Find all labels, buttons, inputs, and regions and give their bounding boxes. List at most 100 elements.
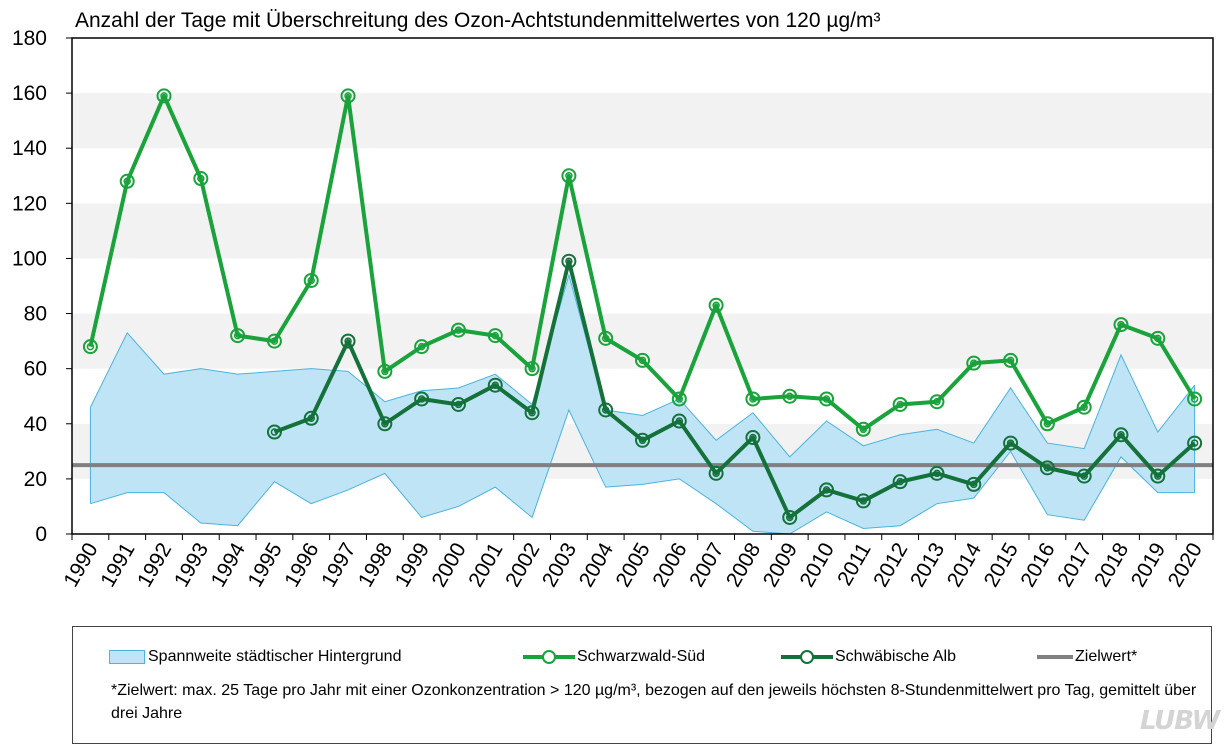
point-alb — [1150, 468, 1166, 484]
point-inner-alb — [1190, 439, 1199, 447]
point-inner-schwarzwald — [417, 342, 426, 351]
point-schwarzwald — [414, 339, 430, 355]
point-inner-alb — [381, 420, 389, 428]
point-schwarzwald — [929, 394, 945, 410]
chart-title: Anzahl der Tage mit Überschreitung des O… — [75, 9, 880, 32]
point-inner-alb — [1006, 439, 1015, 447]
point-inner-alb — [822, 486, 831, 494]
point-alb — [377, 416, 393, 432]
point-schwarzwald — [819, 391, 835, 407]
y-tick-label: 40 — [24, 413, 47, 436]
point-inner-schwarzwald — [1080, 403, 1088, 411]
point-inner-alb — [896, 477, 904, 486]
point-schwarzwald — [708, 297, 724, 313]
point-inner-schwarzwald — [859, 425, 868, 434]
point-alb — [1003, 435, 1019, 451]
point-alb — [819, 482, 835, 498]
point-inner-schwarzwald — [933, 397, 941, 406]
point-schwarzwald — [487, 328, 503, 344]
point-alb — [450, 396, 466, 412]
point-schwarzwald — [1003, 352, 1019, 368]
x-tick-label: 2017 — [1053, 539, 1096, 591]
y-tick-label: 180 — [12, 27, 47, 50]
point-schwarzwald — [855, 421, 871, 437]
legend-target-label: Zielwert* — [1075, 648, 1138, 665]
point-schwarzwald — [377, 363, 393, 379]
point-inner-schwarzwald — [454, 326, 463, 334]
point-inner-schwarzwald — [1190, 395, 1199, 403]
point-inner-schwarzwald — [1006, 356, 1015, 365]
point-inner-alb — [344, 337, 352, 345]
point-schwarzwald — [635, 352, 650, 368]
x-tick-label: 2004 — [575, 539, 618, 591]
point-alb — [708, 465, 724, 481]
point-schwarzwald — [450, 322, 466, 338]
x-tick-label: 1991 — [96, 539, 139, 591]
grid-band — [72, 258, 1213, 314]
point-schwarzwald — [1150, 330, 1166, 346]
legend-band-label: Spannweite städtischer Hintergrund — [148, 648, 402, 665]
grid-band — [72, 93, 1213, 149]
y-tick-label: 0 — [35, 523, 47, 546]
x-tick-label: 1990 — [59, 539, 102, 591]
y-tick-label: 120 — [12, 192, 47, 215]
point-alb — [745, 430, 761, 446]
x-tick-label: 2012 — [869, 539, 912, 591]
y-tick-label: 160 — [12, 82, 47, 105]
footnote: *Zielwert: max. 25 Tage pro Jahr mit ein… — [111, 682, 1197, 722]
point-inner-alb — [1117, 431, 1125, 439]
range-band — [90, 274, 1195, 534]
point-alb — [782, 509, 798, 525]
x-tick-label: 1998 — [354, 539, 397, 591]
point-inner-schwarzwald — [822, 395, 831, 403]
x-tick-label: 2014 — [943, 539, 986, 591]
point-schwarzwald — [1076, 399, 1092, 415]
point-inner-alb — [417, 395, 426, 403]
point-inner-alb — [528, 409, 536, 417]
point-alb — [598, 402, 614, 418]
x-tick-label: 2018 — [1090, 539, 1133, 591]
point-inner-schwarzwald — [749, 395, 757, 403]
legend-item-alb: Schwäbische Alb — [781, 645, 956, 669]
chart: Anzahl der Tage mit Überschreitung des O… — [12, 9, 1214, 591]
point-schwarzwald — [892, 396, 908, 412]
grid-band — [72, 38, 1213, 94]
x-tick-label: 1996 — [280, 539, 323, 591]
point-alb — [414, 391, 430, 407]
point-inner-alb — [454, 400, 463, 409]
point-inner-schwarzwald — [86, 342, 95, 351]
point-inner-schwarzwald — [307, 276, 315, 285]
x-tick-label: 1993 — [170, 539, 213, 591]
point-inner-schwarzwald — [565, 172, 573, 180]
point-inner-schwarzwald — [123, 177, 131, 186]
legend-alb-label: Schwäbische Alb — [835, 648, 956, 665]
legend-schwarzwald-swatch — [523, 645, 575, 669]
legend-schwarzwald-label: Schwarzwald-Süd — [577, 648, 706, 665]
point-inner-schwarzwald — [160, 92, 168, 100]
point-schwarzwald — [966, 355, 982, 371]
x-tick-label: 2020 — [1164, 539, 1207, 591]
point-inner-schwarzwald — [970, 359, 978, 367]
point-inner-alb — [1080, 472, 1088, 480]
point-schwarzwald — [82, 339, 98, 355]
point-schwarzwald — [156, 88, 172, 104]
x-tick-label: 1992 — [133, 539, 176, 591]
y-tick-label: 140 — [12, 137, 47, 160]
x-tick-label: 1995 — [243, 539, 286, 591]
point-schwarzwald — [671, 391, 687, 407]
point-alb — [340, 333, 356, 349]
point-inner-schwarzwald — [528, 364, 536, 373]
point-schwarzwald — [303, 272, 319, 288]
point-alb — [855, 493, 871, 509]
point-schwarzwald — [598, 330, 614, 346]
point-schwarzwald — [230, 328, 246, 344]
point-alb — [1039, 460, 1055, 476]
legend-alb-swatch — [781, 645, 833, 669]
x-tick-label: 2009 — [759, 539, 802, 591]
point-alb — [487, 377, 503, 393]
point-inner-alb — [712, 469, 720, 478]
point-inner-alb — [859, 497, 868, 505]
x-tick-label: 2010 — [796, 539, 839, 591]
point-inner-alb — [933, 469, 941, 478]
x-tick-label: 1994 — [207, 539, 250, 591]
